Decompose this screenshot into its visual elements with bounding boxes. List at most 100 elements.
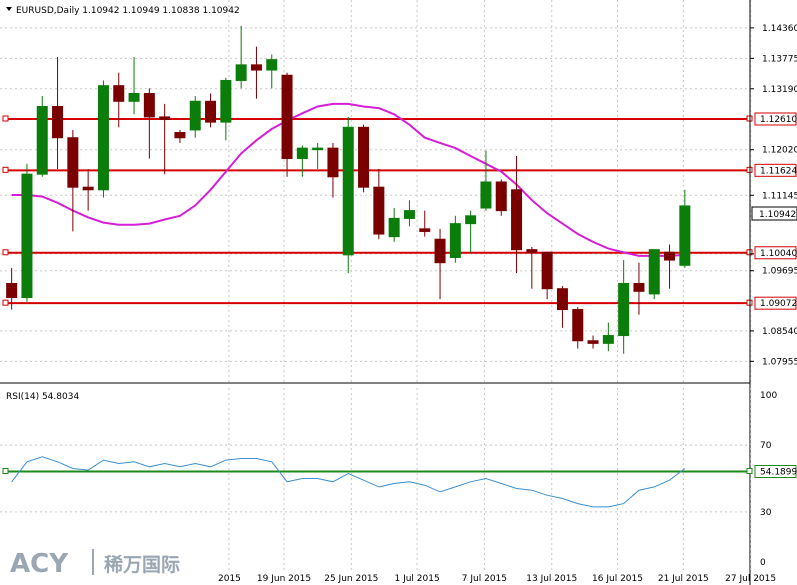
chart-header: EURUSD,Daily 1.10942 1.10949 1.10838 1.1…	[16, 6, 240, 16]
level-label-box	[754, 246, 797, 260]
level-label-text: 1.12610	[760, 115, 797, 125]
candle	[36, 96, 48, 177]
candle-body	[67, 137, 79, 188]
candle-body	[511, 189, 523, 251]
price-tick-label: 1.08540	[762, 327, 797, 337]
candle-body	[97, 85, 109, 191]
x-tick-label: 27 Jul 2015	[725, 574, 776, 584]
x-tick-label: 21 Jul 2015	[658, 574, 709, 584]
current-price-label: 1.10942	[751, 206, 797, 221]
candle-body	[250, 64, 262, 71]
level-label-box	[754, 112, 797, 126]
price-axis: 1.14360 1.13775 1.13190 1.12020 1.11145 1.100…	[750, 24, 797, 367]
candle-body	[419, 228, 431, 232]
candle	[250, 46, 262, 99]
current-price-text: 1.10942	[759, 210, 796, 220]
line-anchor-left	[2, 115, 9, 122]
candle-body	[480, 181, 492, 209]
candle	[266, 54, 278, 89]
candle-body	[664, 251, 676, 261]
rsi-level-line: 54.1899	[2, 465, 797, 479]
x-tick-label: 2015	[218, 574, 241, 584]
price-tick-label: 1.07955	[762, 357, 797, 367]
candle	[419, 210, 431, 237]
candle-body	[6, 283, 18, 299]
candle-body	[21, 173, 33, 299]
candle	[67, 129, 79, 232]
rsi-axis: 100 70 30 0	[760, 391, 777, 568]
candle	[327, 142, 339, 198]
candle-body	[143, 92, 155, 118]
rsi-grid	[0, 388, 752, 570]
x-axis: 2015 19 Jun 2015 25 Jun 2015 1 Jul 2015 7 Ju…	[218, 574, 776, 584]
candle	[128, 57, 140, 115]
candle	[159, 103, 171, 175]
candle	[189, 96, 201, 138]
candle-body	[434, 238, 446, 264]
moving-average-line	[11, 102, 685, 257]
candle	[21, 163, 33, 302]
rsi-anchor-right	[746, 468, 753, 475]
x-tick-label: 25 Jun 2015	[324, 574, 378, 584]
candle-body	[312, 147, 324, 151]
x-tick-label: 7 Jul 2015	[462, 574, 507, 584]
watermark-brand: ACY	[10, 549, 69, 579]
candle	[220, 77, 232, 141]
price-tick-label: 1.13190	[762, 85, 797, 95]
candle-body	[113, 85, 125, 102]
candle-body	[403, 210, 415, 219]
candle	[633, 262, 645, 315]
price-tick-label: 1.11145	[762, 191, 797, 201]
x-tick-label: 13 Jul 2015	[526, 574, 577, 584]
level-label-text: 1.11624	[760, 166, 797, 176]
candle	[6, 267, 18, 310]
candle	[648, 249, 660, 300]
candle-body	[281, 74, 293, 160]
rsi-anchor-left	[2, 468, 9, 475]
candle-body	[526, 249, 538, 253]
candle	[358, 124, 370, 193]
rsi-tick-label: 70	[760, 441, 772, 451]
rsi-tick-label: 0	[760, 558, 766, 568]
candle	[52, 57, 64, 169]
candle-body	[235, 64, 247, 81]
candle	[97, 80, 109, 198]
candle-body	[556, 288, 568, 311]
candle-body	[648, 249, 660, 295]
candle	[82, 168, 94, 211]
line-anchor-left	[2, 249, 9, 256]
rsi-tick-label: 30	[760, 508, 772, 518]
x-tick-label: 19 Jun 2015	[257, 574, 311, 584]
candle-body	[449, 223, 461, 258]
candle	[174, 129, 186, 143]
header: EURUSD,Daily 1.10942 1.10949 1.10838 1.1…	[6, 6, 240, 16]
candle-body	[296, 147, 308, 160]
candle-body	[159, 116, 171, 121]
dropdown-triangle-icon[interactable]	[6, 7, 12, 11]
candle	[143, 88, 155, 159]
candle-body	[633, 283, 645, 292]
candle-body	[373, 186, 385, 235]
candle	[526, 247, 538, 289]
watermark: ACY 稀万国际	[10, 549, 180, 579]
candle	[373, 168, 385, 240]
candle-body	[572, 309, 584, 342]
candle	[281, 72, 293, 177]
price-tick-label: 1.14360	[762, 24, 797, 34]
candle	[388, 208, 400, 242]
candle-body	[82, 186, 94, 191]
candle	[572, 306, 584, 349]
candle	[541, 251, 553, 300]
candle	[602, 322, 614, 352]
rsi-label: RSI(14) 54.8034	[6, 392, 79, 402]
candle	[296, 145, 308, 177]
watermark-sub: 稀万国际	[104, 553, 180, 576]
candle-body	[465, 215, 477, 225]
candle	[587, 335, 599, 349]
candle-body	[541, 251, 553, 290]
candle	[113, 72, 125, 128]
x-tick-label: 16 Jul 2015	[592, 574, 643, 584]
candle-body	[358, 126, 370, 188]
candle	[235, 25, 247, 89]
candle	[465, 210, 477, 253]
